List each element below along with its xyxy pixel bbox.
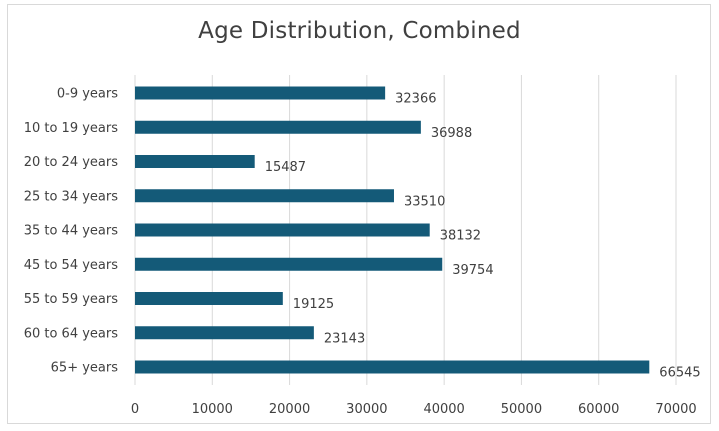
bars: [135, 86, 650, 374]
bar-2: [135, 155, 255, 168]
x-tick-label-1: 10000: [192, 402, 233, 417]
category-label-0: 0-9 years: [57, 87, 118, 102]
chart-title: Age Distribution, Combined: [198, 18, 521, 44]
bar-4: [135, 223, 430, 237]
category-label-3: 25 to 34 years: [24, 189, 119, 204]
bar-7: [135, 326, 314, 340]
data-label-6: 19125: [293, 297, 334, 312]
bar-8: [135, 360, 650, 374]
x-tick-label-4: 40000: [423, 402, 464, 417]
data-label-2: 15487: [265, 160, 306, 175]
data-label-5: 39754: [452, 263, 493, 278]
x-tick-label-0: 0: [131, 402, 139, 417]
x-tick-label-5: 50000: [501, 402, 542, 417]
category-labels: 0-9 years 10 to 19 years 20 to 24 years 25 …: [24, 87, 119, 376]
x-tick-label-3: 30000: [346, 402, 387, 417]
chart-frame: [7, 4, 711, 424]
x-tick-label-6: 60000: [578, 402, 619, 417]
bar-0: [135, 86, 386, 100]
data-label-4: 38132: [440, 229, 481, 244]
category-label-5: 45 to 54 years: [24, 258, 119, 273]
category-label-1: 10 to 19 years: [24, 121, 119, 136]
data-label-0: 32366: [395, 92, 436, 107]
category-label-4: 35 to 44 years: [24, 224, 119, 239]
data-label-3: 33510: [404, 194, 445, 209]
category-label-2: 20 to 24 years: [24, 155, 119, 170]
x-tick-label-2: 20000: [269, 402, 310, 417]
bar-5: [135, 257, 443, 271]
category-label-6: 55 to 59 years: [24, 292, 119, 307]
bar-3: [135, 189, 394, 203]
data-label-1: 36988: [431, 126, 472, 141]
bar-1: [135, 120, 421, 134]
bar-6: [135, 292, 283, 305]
x-axis-tick-labels: 0 10000 20000 30000 40000 50000 60000 70000: [131, 402, 697, 417]
category-label-8: 65+ years: [51, 361, 119, 376]
category-label-7: 60 to 64 years: [24, 326, 119, 341]
data-label-8: 66545: [659, 366, 700, 381]
x-tick-label-7: 70000: [655, 402, 696, 417]
data-label-7: 23143: [324, 331, 365, 346]
data-labels: 32366 36988 15487 33510 38132 39754 19125 23143…: [265, 92, 701, 381]
